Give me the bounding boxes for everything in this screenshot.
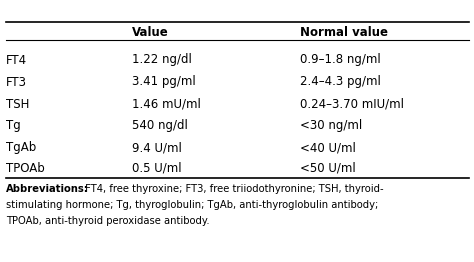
Text: 0.9–1.8 ng/ml: 0.9–1.8 ng/ml: [300, 53, 381, 67]
Text: TSH: TSH: [6, 97, 29, 111]
Text: 1.46 mU/ml: 1.46 mU/ml: [132, 97, 201, 111]
Text: 540 ng/dl: 540 ng/dl: [132, 119, 188, 133]
Text: FT3: FT3: [6, 75, 27, 89]
Text: <40 U/ml: <40 U/ml: [300, 141, 356, 155]
Text: Abbreviations:: Abbreviations:: [6, 184, 89, 194]
Text: 2.4–4.3 pg/ml: 2.4–4.3 pg/ml: [300, 75, 381, 89]
Text: Value: Value: [132, 26, 169, 39]
Text: Normal value: Normal value: [300, 26, 388, 39]
Text: 0.5 U/ml: 0.5 U/ml: [132, 161, 182, 174]
Text: 1.22 ng/dl: 1.22 ng/dl: [132, 53, 192, 67]
Text: FT4: FT4: [6, 53, 27, 67]
Text: 9.4 U/ml: 9.4 U/ml: [132, 141, 182, 155]
Text: TPOAb: TPOAb: [6, 161, 45, 174]
Text: 0.24–3.70 mIU/ml: 0.24–3.70 mIU/ml: [300, 97, 404, 111]
Text: TPOAb, anti-thyroid peroxidase antibody.: TPOAb, anti-thyroid peroxidase antibody.: [6, 216, 210, 226]
Text: <30 ng/ml: <30 ng/ml: [300, 119, 362, 133]
Text: <50 U/ml: <50 U/ml: [300, 161, 356, 174]
Text: FT4, free thyroxine; FT3, free triiodothyronine; TSH, thyroid-: FT4, free thyroxine; FT3, free triiodoth…: [82, 184, 383, 194]
Text: 3.41 pg/ml: 3.41 pg/ml: [132, 75, 196, 89]
Text: TgAb: TgAb: [6, 141, 36, 155]
Text: Tg: Tg: [6, 119, 21, 133]
Text: stimulating hormone; Tg, thyroglobulin; TgAb, anti-thyroglobulin antibody;: stimulating hormone; Tg, thyroglobulin; …: [6, 200, 378, 210]
